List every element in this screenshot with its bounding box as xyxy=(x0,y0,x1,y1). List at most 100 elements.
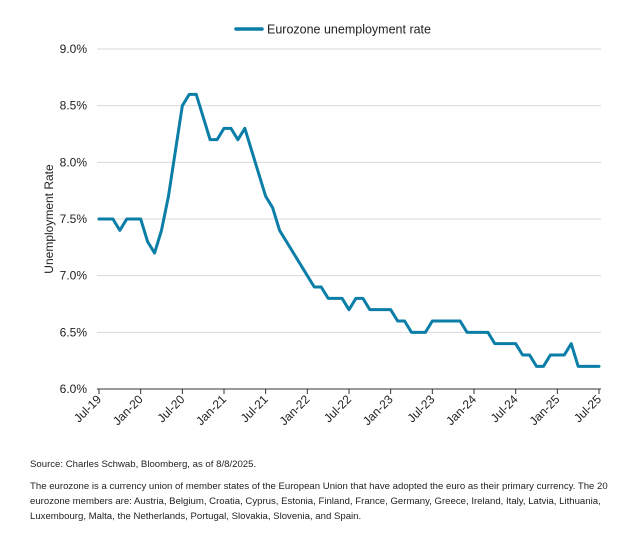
data-point xyxy=(195,93,198,96)
data-point xyxy=(458,319,462,323)
data-point xyxy=(465,331,469,334)
legend-label: Eurozone unemployment rate xyxy=(267,23,431,37)
data-point xyxy=(278,229,281,232)
data-point xyxy=(236,138,240,141)
data-point xyxy=(535,365,538,368)
data-point xyxy=(313,285,316,289)
data-point xyxy=(97,217,101,221)
x-tick-label: Jan-25 xyxy=(527,392,563,428)
data-point xyxy=(438,319,441,323)
data-point xyxy=(403,319,406,323)
data-point xyxy=(431,319,434,323)
y-tick-label: 8.0% xyxy=(60,155,88,169)
x-tick-label: Jul-19 xyxy=(71,392,104,425)
data-point xyxy=(306,274,309,277)
x-tick-label: Jul-20 xyxy=(154,392,187,425)
data-point xyxy=(528,353,531,357)
data-point xyxy=(222,127,226,130)
y-tick-label: 6.0% xyxy=(60,382,88,396)
data-point xyxy=(174,149,177,153)
data-point xyxy=(201,115,205,119)
data-point xyxy=(382,308,385,311)
x-tick-label: Jan-22 xyxy=(277,392,313,428)
data-point xyxy=(556,353,559,357)
data-point xyxy=(368,308,372,311)
data-point xyxy=(479,331,483,334)
y-axis-title: Unemployment Rate xyxy=(42,164,56,274)
y-tick-label: 7.0% xyxy=(60,269,88,283)
x-tick-label: Jul-22 xyxy=(321,392,354,425)
source-note: Source: Charles Schwab, Bloomberg, as of… xyxy=(30,459,257,470)
data-point xyxy=(146,240,149,243)
x-axis-ticks: Jul-19 Jan-20 Jul-20 Jan-21 Jul-21 Jan-22 Jul-… xyxy=(71,389,604,428)
legend: Eurozone unemployment rate xyxy=(234,23,431,37)
data-point xyxy=(257,172,260,175)
y-tick-label: 8.5% xyxy=(60,99,88,113)
data-point xyxy=(590,365,594,368)
data-point xyxy=(410,331,413,334)
data-point xyxy=(229,127,233,130)
data-point xyxy=(320,285,323,289)
gridlines xyxy=(97,48,601,333)
data-point xyxy=(549,353,552,357)
series-group xyxy=(97,92,601,368)
data-point xyxy=(104,217,108,221)
data-point xyxy=(597,365,601,368)
data-point xyxy=(507,342,510,345)
data-point xyxy=(333,297,337,300)
data-point xyxy=(118,229,122,232)
y-tick-label: 7.5% xyxy=(60,212,88,226)
data-point xyxy=(160,229,163,232)
data-point xyxy=(132,217,135,221)
notes: Source: Charles Schwab, Bloomberg, as of… xyxy=(30,457,610,531)
x-tick-label: Jan-20 xyxy=(110,392,146,428)
data-point xyxy=(493,342,497,345)
x-tick-label: Jan-21 xyxy=(193,392,229,428)
data-point xyxy=(181,104,184,107)
x-tick-label: Jan-24 xyxy=(443,392,479,428)
data-point xyxy=(292,251,295,255)
data-point xyxy=(271,206,274,209)
data-point xyxy=(125,217,128,221)
x-tick-label: Jul-21 xyxy=(238,392,271,425)
data-point xyxy=(215,138,219,141)
y-tick-label: 6.5% xyxy=(60,325,88,339)
data-point xyxy=(396,319,399,323)
data-point xyxy=(285,240,288,243)
data-point xyxy=(500,342,503,345)
data-point xyxy=(340,297,344,300)
data-point xyxy=(153,251,156,255)
footnote: The eurozone is a currency union of memb… xyxy=(30,481,608,522)
x-tick-label: Jul-23 xyxy=(404,392,437,425)
data-point xyxy=(243,127,247,130)
data-point xyxy=(375,308,378,311)
data-point xyxy=(389,308,392,311)
data-point xyxy=(347,308,351,311)
data-point xyxy=(139,217,142,221)
data-point xyxy=(583,365,587,368)
data-point xyxy=(472,331,476,334)
data-point xyxy=(264,195,267,198)
data-point xyxy=(576,365,580,368)
data-point xyxy=(111,217,115,221)
x-tick-label: Jul-25 xyxy=(571,392,604,425)
data-point xyxy=(451,319,455,323)
data-point xyxy=(424,331,427,334)
data-point xyxy=(521,353,524,357)
data-point xyxy=(445,319,448,323)
data-point xyxy=(299,263,302,266)
y-axis-ticks: 6.0% 6.5% 7.0% 7.5% 8.0% 8.5% 9.0% xyxy=(60,42,88,396)
data-point xyxy=(250,149,253,153)
data-point xyxy=(188,93,191,96)
data-point xyxy=(486,331,490,334)
x-tick-label: Jul-24 xyxy=(488,392,521,425)
data-point xyxy=(542,365,545,368)
y-tick-label: 9.0% xyxy=(60,42,88,56)
data-point xyxy=(354,297,358,300)
data-point xyxy=(167,195,170,198)
series-line xyxy=(97,92,601,368)
data-point xyxy=(514,342,517,345)
data-point xyxy=(361,297,365,300)
data-point xyxy=(570,342,573,345)
line-chart: Eurozone unemployment rate 6.0% 6.5% 7.0% 7… xyxy=(42,23,604,429)
